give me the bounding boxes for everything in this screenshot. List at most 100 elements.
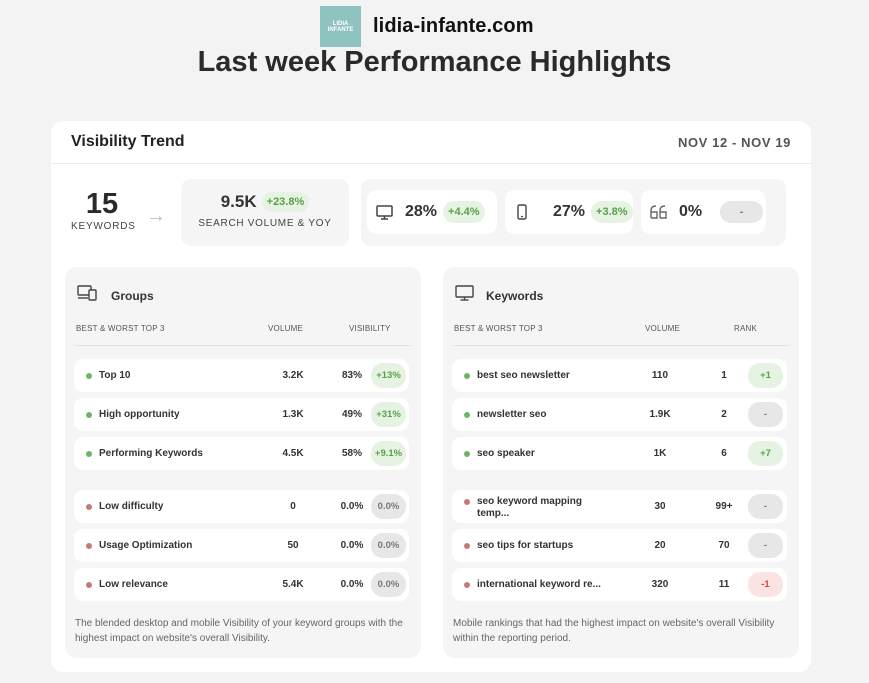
- group-name: Usage Optimization: [99, 540, 193, 551]
- status-dot: [464, 543, 470, 549]
- group-volume: 4.5K: [282, 448, 304, 459]
- keyword-volume: 1K: [653, 448, 667, 459]
- keyword-volume: 1.9K: [649, 409, 671, 420]
- table-row[interactable]: Low relevance 5.4K 0.0% 0.0%: [74, 568, 409, 601]
- logo-line-2: INFANTE: [327, 26, 354, 33]
- group-change: +9.1%: [371, 441, 406, 466]
- group-change: 0.0%: [371, 533, 406, 558]
- group-volume: 3.2K: [282, 370, 304, 381]
- keyword-change: +7: [748, 441, 783, 466]
- keyword-volume: 20: [654, 540, 666, 551]
- table-row[interactable]: Low difficulty 0 0.0% 0.0%: [74, 490, 409, 523]
- status-dot: [86, 373, 92, 379]
- status-dot: [464, 582, 470, 588]
- groups-col-visibility: VISIBILITY: [349, 324, 391, 333]
- group-name: Low relevance: [99, 579, 168, 590]
- status-dot: [464, 412, 470, 418]
- group-change: 0.0%: [371, 494, 406, 519]
- logo-line-1: LIDIA: [332, 20, 349, 27]
- table-row[interactable]: international keyword re... 320 11 -1: [452, 568, 787, 601]
- status-dot: [86, 504, 92, 510]
- keyword-change: -: [748, 494, 783, 519]
- keywords-count-label: KEYWORDS: [71, 221, 136, 232]
- group-volume: 1.3K: [282, 409, 304, 420]
- mobile-change: +3.8%: [591, 201, 633, 223]
- groups-panel: Groups BEST & WORST TOP 3 VOLUME VISIBIL…: [65, 267, 421, 658]
- keyword-rank: 2: [721, 409, 727, 420]
- table-row[interactable]: seo speaker 1K 6 +7: [452, 437, 787, 470]
- brand-logo: LIDIA INFANTE: [320, 6, 361, 47]
- table-row[interactable]: seo tips for startups 20 70 -: [452, 529, 787, 562]
- quote-visibility: 0%: [679, 203, 703, 220]
- status-dot: [464, 499, 470, 505]
- group-volume: 5.4K: [282, 579, 304, 590]
- status-dot: [86, 412, 92, 418]
- group-name: High opportunity: [99, 409, 180, 420]
- group-change: 0.0%: [371, 572, 406, 597]
- table-row[interactable]: Top 10 3.2K 83% +13%: [74, 359, 409, 392]
- card-header: Visibility Trend NOV 12 - NOV 19: [51, 121, 811, 164]
- table-row[interactable]: Usage Optimization 50 0.0% 0.0%: [74, 529, 409, 562]
- keyword-name: seo speaker: [477, 448, 535, 459]
- device-quote: 0% -: [641, 190, 766, 234]
- group-visibility: 0.0%: [340, 501, 364, 512]
- brand: LIDIA INFANTE lidia-infante.com: [320, 6, 534, 47]
- keyword-rank: 99+: [715, 501, 733, 512]
- group-volume: 50: [287, 540, 299, 551]
- group-name: Low difficulty: [99, 501, 164, 512]
- keyword-rank: 70: [718, 540, 730, 551]
- mobile-visibility: 27%: [553, 203, 586, 220]
- keywords-col-volume: VOLUME: [645, 324, 680, 333]
- divider: [75, 345, 411, 346]
- search-volume-box: 9.5K +23.8% SEARCH VOLUME & YOY: [181, 179, 349, 246]
- desktop-icon: [455, 285, 474, 306]
- groups-col-volume: VOLUME: [268, 324, 303, 333]
- table-row[interactable]: best seo newsletter 110 1 +1: [452, 359, 787, 392]
- table-row[interactable]: High opportunity 1.3K 49% +31%: [74, 398, 409, 431]
- arrow-right-icon: →: [146, 205, 166, 227]
- keywords-footnote: Mobile rankings that had the highest imp…: [453, 618, 775, 644]
- device-desktop: 28% +4.4%: [367, 190, 497, 234]
- keyword-rank: 6: [721, 448, 727, 459]
- desktop-change: +4.4%: [443, 201, 485, 223]
- quote-icon: [649, 203, 667, 221]
- group-visibility: 0.0%: [340, 579, 364, 590]
- groups-title: Groups: [111, 288, 154, 303]
- keywords-title: Keywords: [486, 288, 544, 303]
- keyword-name: international keyword re...: [477, 579, 601, 590]
- table-row[interactable]: seo keyword mapping temp... 30 99+ -: [452, 490, 787, 523]
- date-range: NOV 12 - NOV 19: [677, 134, 791, 150]
- keyword-name: seo keyword mapping temp...: [477, 496, 583, 519]
- desktop-icon: [375, 203, 393, 221]
- card-title: Visibility Trend: [71, 133, 185, 150]
- device-mobile: 27% +3.8%: [505, 190, 633, 234]
- group-visibility: 83%: [341, 370, 362, 381]
- keyword-volume: 320: [651, 579, 669, 590]
- desktop-visibility: 28%: [405, 203, 438, 220]
- status-dot: [464, 451, 470, 457]
- keywords-header: Keywords: [455, 285, 543, 306]
- table-row[interactable]: Performing Keywords 4.5K 58% +9.1%: [74, 437, 409, 470]
- keyword-name: best seo newsletter: [477, 370, 570, 381]
- group-visibility: 49%: [341, 409, 362, 420]
- keyword-volume: 110: [651, 370, 669, 381]
- keyword-volume: 30: [654, 501, 666, 512]
- group-name: Top 10: [99, 370, 131, 381]
- group-volume: 0: [290, 501, 296, 512]
- keyword-name: newsletter seo: [477, 409, 547, 420]
- groups-header: Groups: [77, 285, 154, 306]
- keyword-name: seo tips for startups: [477, 540, 574, 551]
- table-row[interactable]: newsletter seo 1.9K 2 -: [452, 398, 787, 431]
- keyword-change: -1: [748, 572, 783, 597]
- status-dot: [464, 373, 470, 379]
- mobile-icon: [513, 203, 531, 221]
- search-volume-change: +23.8%: [261, 192, 310, 212]
- search-volume-value: 9.5K: [220, 192, 257, 211]
- group-name: Performing Keywords: [99, 448, 203, 459]
- keywords-count-value: 15: [85, 188, 119, 220]
- keyword-change: -: [748, 402, 783, 427]
- keywords-col-rank: RANK: [734, 324, 758, 333]
- search-volume-label: SEARCH VOLUME & YOY: [198, 218, 332, 229]
- keywords-panel: Keywords BEST & WORST TOP 3 VOLUME RANK …: [443, 267, 799, 658]
- status-dot: [86, 543, 92, 549]
